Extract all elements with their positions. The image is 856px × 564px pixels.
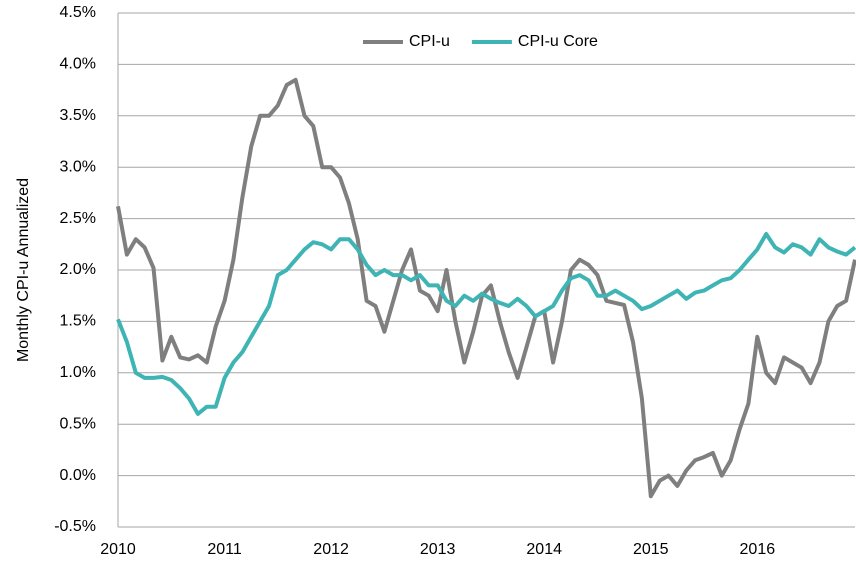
y-tick-label: 4.0%: [60, 56, 96, 73]
line-series: [116, 232, 856, 416]
y-tick-label: 3.5%: [60, 107, 96, 124]
legend-label: CPI-u: [409, 33, 450, 50]
x-tick-label: 2016: [740, 541, 776, 558]
x-tick-label: 2011: [207, 541, 242, 558]
y-tick-label: 1.5%: [60, 313, 96, 330]
y-tick-label: 2.5%: [60, 210, 96, 227]
y-tick-label: 0.5%: [60, 415, 96, 432]
y-tick-label: 1.0%: [60, 364, 96, 381]
legend-label: CPI-u Core: [518, 33, 598, 50]
y-axis-label: Monthly CPI-u Annualized: [15, 178, 32, 362]
x-tick-label: 2014: [526, 541, 562, 558]
y-tick-label: -0.5%: [54, 518, 96, 535]
x-tick-label: 2010: [100, 541, 136, 558]
line-series: [116, 77, 856, 499]
y-tick-label: 4.5%: [60, 4, 96, 21]
x-tick-label: 2015: [633, 541, 669, 558]
x-tick-label: 2013: [420, 541, 456, 558]
y-tick-label: 0.0%: [60, 467, 96, 484]
y-tick-label: 2.0%: [60, 261, 96, 278]
y-tick-label: 3.0%: [60, 158, 96, 175]
x-tick-label: 2012: [313, 541, 349, 558]
